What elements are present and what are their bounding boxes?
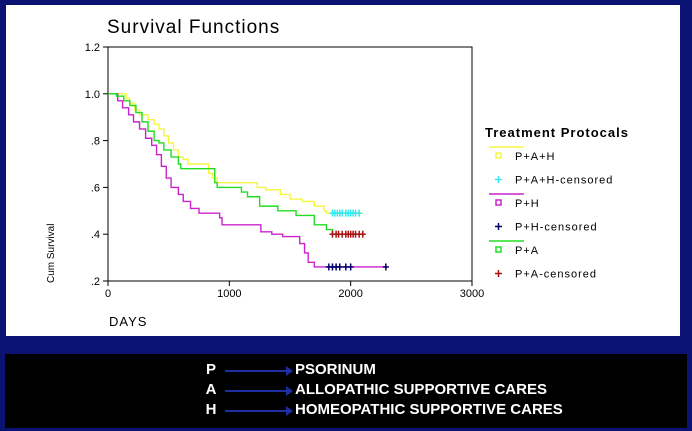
legend-symbol: [495, 199, 502, 206]
y-tick-label: 1.0: [85, 89, 100, 101]
legend-entry-censored: P+A+H-censored: [515, 175, 613, 187]
censored-mark: [347, 263, 354, 271]
series-line-1: [108, 93, 363, 214]
legend-symbol: [495, 152, 502, 159]
plot-frame: [107, 46, 473, 282]
censored-mark: [336, 263, 343, 271]
legend-meaning: ALLOPATHIC SUPPORTIVE CARES: [295, 381, 547, 398]
series-line-3: [108, 93, 363, 235]
legend-meaning: HOMEOPATHIC SUPPORTIVE CARES: [295, 401, 563, 418]
legend-title: Treatment Protocals: [485, 125, 629, 140]
legend-censored-symbol: [495, 270, 502, 277]
legend-entry: P+A: [515, 245, 539, 257]
censored-mark: [359, 230, 366, 238]
x-tick-label: 3000: [460, 288, 484, 300]
censored-mark: [356, 209, 363, 217]
legend-entry-censored: P+A-censored: [515, 269, 597, 281]
y-tick-label: .2: [91, 276, 100, 288]
y-axis-label: Cum Survival: [46, 224, 57, 283]
legend-letter: P: [205, 361, 216, 378]
series-line-2: [108, 93, 388, 268]
legend-row-p: P PSORINUM: [5, 361, 687, 383]
legend-letter: A: [205, 381, 217, 398]
legend-censored-symbol: [495, 176, 502, 183]
legend-symbol: [495, 246, 502, 253]
y-tick-label: .4: [91, 229, 100, 241]
legend-letter: H: [205, 401, 217, 418]
legend-meaning: PSORINUM: [295, 361, 376, 378]
x-axis-label: DAYS: [109, 314, 147, 329]
censored-mark: [382, 263, 389, 271]
chart-panel: Survival Functions Cum Survival DAYS Tre…: [6, 5, 680, 336]
legend-entry: P+H: [515, 198, 540, 210]
arrow-right-icon: [225, 366, 293, 376]
chart-title: Survival Functions: [107, 17, 280, 38]
y-tick-label: .6: [91, 182, 100, 194]
x-tick-label: 2000: [338, 288, 362, 300]
arrow-right-icon: [225, 406, 293, 416]
y-tick-label: 1.2: [85, 42, 100, 54]
legend-entry-censored: P+H-censored: [515, 222, 598, 234]
legend-entry: P+A+H: [515, 151, 555, 163]
legend-row-h: H HOMEOPATHIC SUPPORTIVE CARES: [5, 401, 687, 423]
abbreviation-legend: P PSORINUM A ALLOPATHIC SUPPORTIVE CARES H HO…: [5, 354, 687, 428]
legend-row-a: A ALLOPATHIC SUPPORTIVE CARES: [5, 381, 687, 403]
legend-censored-symbol: [495, 223, 502, 230]
arrow-right-icon: [225, 386, 293, 396]
x-tick-label: 0: [105, 288, 111, 300]
y-tick-label: .8: [91, 136, 100, 148]
x-tick-label: 1000: [217, 288, 241, 300]
survival-chart: Survival Functions Cum Survival DAYS Tre…: [46, 17, 629, 329]
